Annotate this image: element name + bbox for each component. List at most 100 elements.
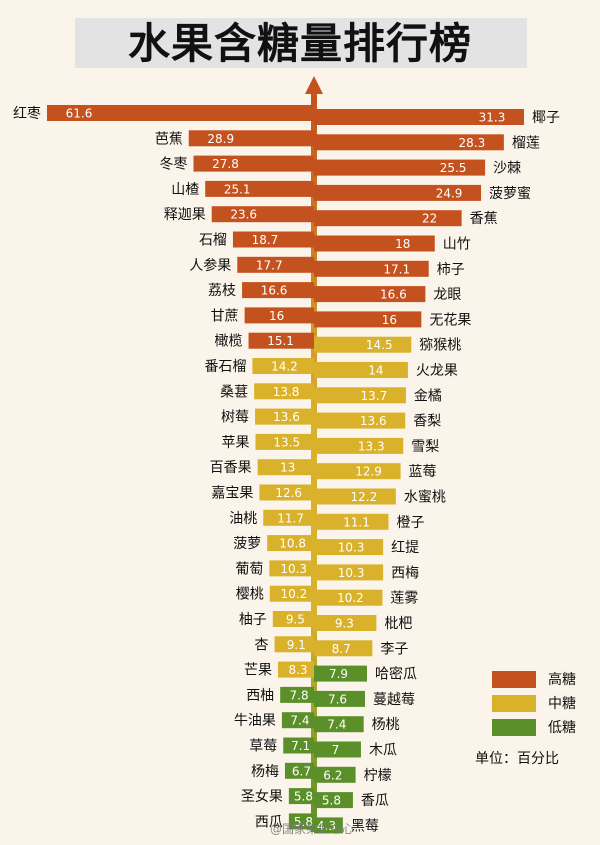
fruit-label: 树莓	[221, 410, 249, 426]
fruit-label: 椰子	[532, 110, 560, 126]
bar-value-label: 8.3	[288, 663, 307, 677]
bar-left	[259, 484, 314, 501]
bar-value-label: 5.8	[322, 794, 341, 808]
bar-left	[205, 180, 314, 197]
fruit-label: 樱桃	[236, 586, 264, 603]
bar-value-label: 14.5	[366, 338, 393, 352]
bar-right	[314, 792, 353, 809]
bar-value-label: 12.6	[275, 486, 302, 500]
fruit-label: 红枣	[13, 106, 41, 122]
legend-label-low: 低糖	[548, 720, 576, 736]
bar-value-label: 11.7	[277, 511, 304, 525]
fruit-label: 冬枣	[160, 157, 188, 173]
bar-left	[47, 105, 314, 121]
bar-left	[242, 282, 314, 299]
bar-value-label: 25.5	[440, 161, 467, 175]
bar-right	[314, 159, 486, 176]
bar-right	[314, 109, 524, 125]
fruit-label: 菠萝	[233, 536, 261, 552]
bar-value-label: 7.4	[327, 718, 346, 732]
fruit-label: 莲雾	[390, 591, 418, 607]
fruit-label: 杏	[255, 637, 269, 653]
fruit-label: 李子	[380, 641, 408, 657]
legend: 高糖 中糖 低糖	[492, 667, 576, 739]
bar-value-label: 18.7	[252, 233, 279, 247]
bar-right	[314, 741, 361, 758]
bar-value-label: 10.8	[279, 537, 306, 551]
bar-left	[257, 459, 314, 476]
fruit-label: 蔓越莓	[373, 692, 415, 708]
fruit-label: 香蕉	[470, 211, 498, 227]
bar-left	[267, 535, 314, 552]
bar-left	[288, 788, 314, 805]
fruit-label: 石榴	[199, 233, 227, 249]
bar-value-label: 11.1	[343, 515, 370, 529]
fruit-label: 猕猴桃	[419, 338, 461, 354]
legend-swatch-low	[492, 718, 536, 736]
bar-value-label: 28.3	[459, 136, 486, 150]
bar-left	[274, 636, 314, 653]
fruit-label: 金橘	[414, 388, 442, 404]
bar-left	[193, 155, 314, 172]
bar-value-label: 13.7	[361, 389, 388, 403]
bar-right	[314, 716, 364, 733]
fruit-label: 柿子	[437, 261, 465, 278]
fruit-label: 火龙果	[416, 363, 458, 379]
bar-value-label: 10.2	[281, 587, 308, 601]
bar-value-label: 5.8	[294, 790, 313, 804]
fruit-label: 柠檬	[364, 768, 392, 784]
legend-item-low: 低糖	[492, 715, 576, 739]
watermark: @国家果业中心	[270, 822, 355, 836]
fruit-label: 橙子	[396, 515, 424, 531]
bar-value-label: 16.6	[380, 288, 407, 302]
title-band	[75, 18, 527, 68]
bar-left	[237, 256, 314, 273]
fruit-label: 香梨	[413, 414, 441, 430]
legend-item-high: 高糖	[492, 667, 576, 691]
bar-value-label: 10.3	[280, 562, 307, 576]
legend-label-high: 高糖	[548, 672, 576, 688]
fruit-label: 芭蕉	[155, 130, 183, 147]
bar-value-label: 4.3	[317, 819, 336, 833]
bar-value-label: 22	[422, 212, 437, 226]
fruit-label: 柚子	[239, 612, 267, 628]
bar-left	[272, 611, 314, 627]
bar-right	[314, 640, 373, 657]
fruit-label: 百香果	[210, 460, 252, 476]
bar-value-label: 6.7	[292, 764, 311, 778]
fruit-label: 蓝莓	[409, 464, 437, 480]
fruit-label: 沙棘	[493, 161, 521, 177]
bar-left	[211, 206, 314, 223]
fruit-label: 黑莓	[351, 818, 379, 834]
bar-value-label: 13.3	[358, 439, 385, 453]
fruit-label: 杨梅	[251, 764, 279, 780]
fruit-label: 橄榄	[215, 334, 243, 350]
bar-right	[314, 362, 408, 378]
bar-left	[269, 560, 314, 577]
unit-label: 单位：百分比	[475, 751, 559, 767]
bar-left	[283, 737, 314, 754]
bar-right	[314, 387, 406, 404]
bar-value-label: 28.9	[207, 132, 234, 146]
bar-value-label: 61.6	[66, 107, 93, 121]
fruit-label: 雪梨	[411, 439, 439, 455]
bar-value-label: 9.5	[286, 613, 305, 627]
bar-value-label: 6.2	[323, 768, 342, 782]
bar-value-label: 12.9	[355, 465, 382, 479]
bar-value-label: 15.1	[267, 334, 294, 348]
bar-value-label: 10.3	[338, 566, 365, 580]
bar-value-label: 7.4	[290, 714, 309, 728]
bar-right	[314, 539, 384, 556]
bar-left	[255, 408, 314, 425]
bar-right	[314, 412, 406, 429]
bar-value-label: 12.2	[350, 490, 377, 504]
fruit-label: 释迦果	[164, 207, 206, 223]
fruit-label: 牛油果	[234, 713, 276, 729]
bar-value-label: 24.9	[436, 186, 463, 200]
fruit-label: 榴莲	[512, 135, 540, 151]
bar-left	[269, 585, 314, 602]
legend-swatch-high	[492, 670, 536, 688]
bar-value-label: 7.9	[329, 667, 348, 681]
bar-right	[314, 134, 504, 151]
bar-value-label: 13.5	[273, 435, 300, 449]
